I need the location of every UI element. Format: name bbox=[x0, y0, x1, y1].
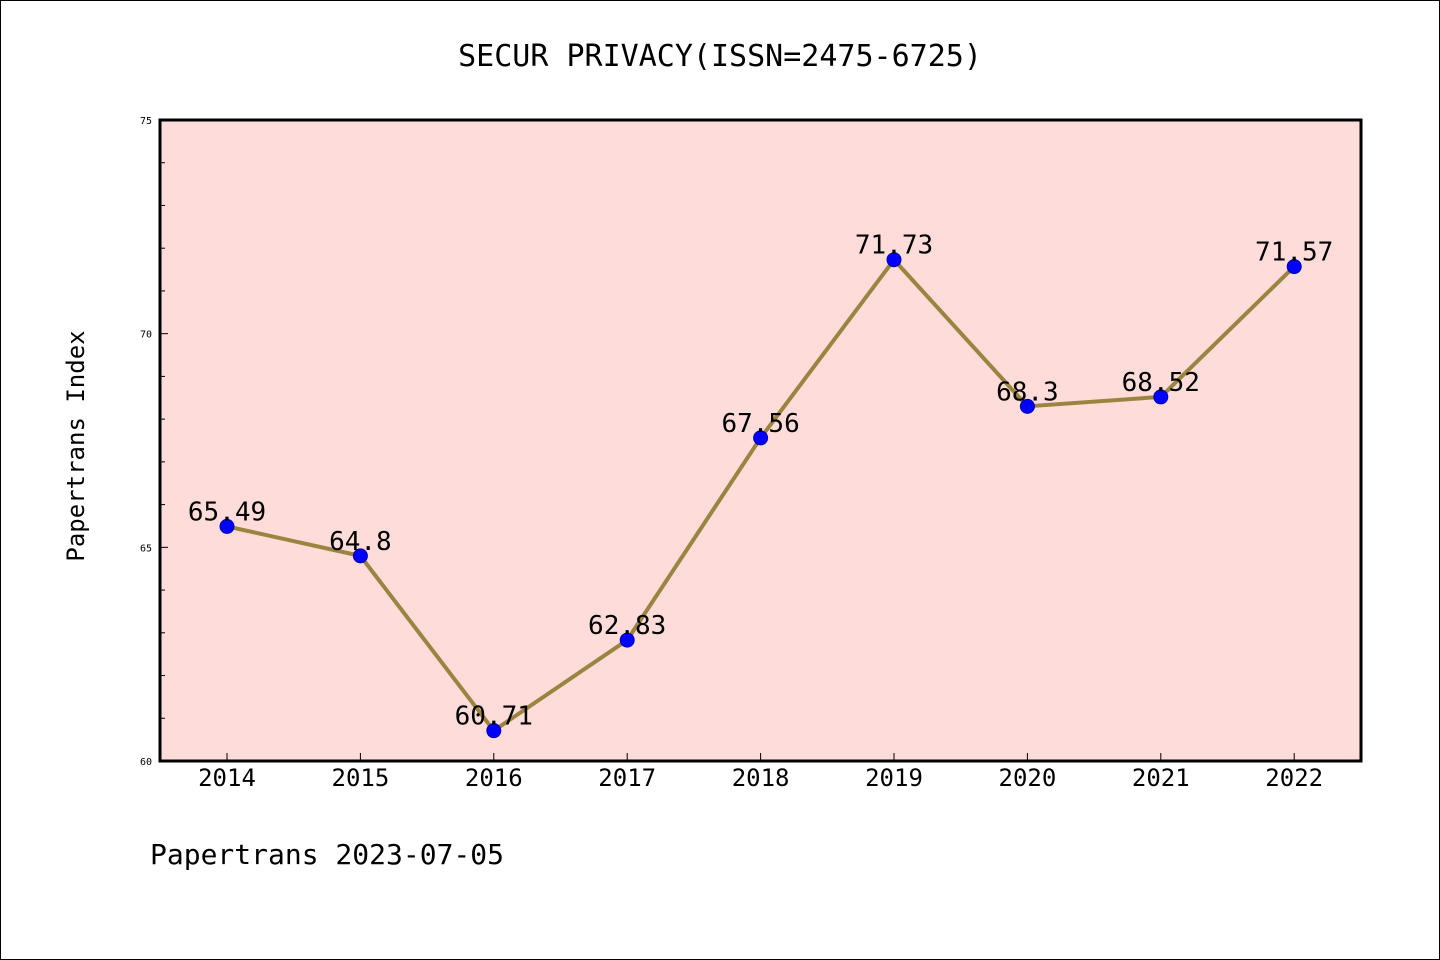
y-tick-label: 60 bbox=[140, 757, 152, 768]
data-point bbox=[753, 430, 769, 446]
x-tick-label: 2021 bbox=[1132, 764, 1190, 792]
x-tick-label: 2022 bbox=[1265, 764, 1323, 792]
data-label: 64.8 bbox=[329, 527, 392, 557]
y-tick-label: 75 bbox=[140, 116, 152, 127]
y-axis-label: Papertrans Index bbox=[62, 330, 90, 561]
data-label: 71.57 bbox=[1255, 238, 1333, 268]
y-tick-label: 70 bbox=[140, 330, 152, 341]
x-tick-label: 2018 bbox=[732, 764, 790, 792]
y-tick-label: 65 bbox=[140, 543, 152, 554]
chart-title: SECUR PRIVACY(ISSN=2475-6725) bbox=[458, 39, 982, 74]
data-label: 67.56 bbox=[721, 409, 799, 439]
data-label: 62.83 bbox=[588, 611, 666, 641]
x-tick-label: 2014 bbox=[198, 764, 256, 792]
footer-text: Papertrans 2023-07-05 bbox=[150, 838, 504, 871]
data-point bbox=[886, 252, 902, 268]
data-label: 68.3 bbox=[996, 377, 1059, 407]
data-point bbox=[219, 518, 235, 534]
data-point bbox=[1286, 259, 1302, 275]
data-label: 68.52 bbox=[1122, 368, 1200, 398]
data-point bbox=[619, 632, 635, 648]
data-point bbox=[1019, 398, 1035, 414]
data-label: 71.73 bbox=[855, 231, 933, 261]
data-point bbox=[486, 723, 502, 739]
series-group: 65.49 64.8 60.71 62.83 67.56 71.73 68.3 68.52 71… bbox=[188, 231, 1333, 739]
data-point bbox=[1153, 389, 1169, 405]
data-label: 65.49 bbox=[188, 497, 266, 527]
data-label: 60.71 bbox=[455, 702, 533, 732]
x-tick-label: 2017 bbox=[598, 764, 656, 792]
y-axis: 60 65 70 75 bbox=[140, 116, 168, 768]
x-tick-label: 2015 bbox=[332, 764, 390, 792]
x-tick-label: 2020 bbox=[999, 764, 1057, 792]
data-point bbox=[352, 548, 368, 564]
x-axis: 2014 2015 2016 2017 2018 2019 2020 2021 2022 bbox=[198, 753, 1323, 792]
x-tick-label: 2019 bbox=[865, 764, 923, 792]
x-tick-label: 2016 bbox=[465, 764, 523, 792]
